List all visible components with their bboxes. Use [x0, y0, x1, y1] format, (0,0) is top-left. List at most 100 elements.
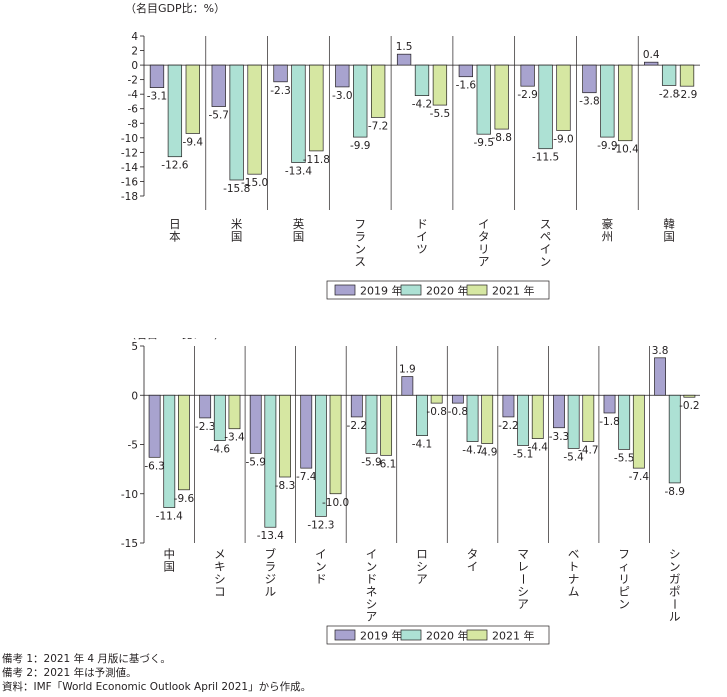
data-label: -0.8: [426, 406, 447, 418]
category-label: ア: [416, 572, 428, 586]
data-label: -3.0: [332, 90, 353, 102]
y-tick-label: -14: [121, 162, 138, 174]
bar: [476, 64, 491, 135]
category-label: ン: [366, 560, 378, 574]
legend: 2019 年 2020 年 2021 年: [326, 280, 550, 300]
bar: [432, 64, 448, 106]
legend-label: 2020 年: [426, 629, 469, 643]
data-label: -8.9: [664, 486, 685, 498]
data-label: -11.4: [156, 511, 183, 523]
bar: [451, 394, 464, 404]
legend-label: 2019 年: [360, 284, 403, 298]
category-label: 豪: [602, 217, 614, 231]
bar: [567, 394, 580, 449]
category-label: ツ: [416, 242, 428, 256]
data-label: -2.8: [659, 88, 680, 100]
bar: [481, 394, 494, 444]
category-label: ピ: [618, 585, 630, 599]
legend-box: [326, 625, 550, 645]
bar: [683, 394, 696, 398]
bar: [668, 394, 681, 484]
data-label: -4.2: [412, 99, 433, 111]
note-source: 資料：IMF「World Economic Outlook April 2021…: [2, 681, 312, 693]
category-label: ド: [315, 572, 327, 586]
y-tick-label: -2: [128, 75, 138, 87]
bar: [458, 64, 474, 78]
bar: [600, 64, 615, 138]
footnotes: 備考 1：2021 年 4 月版に基づく。 備考 2：2021 年は予測値。 資…: [2, 652, 311, 694]
bar: [531, 394, 544, 439]
data-label: -11.8: [303, 154, 330, 166]
category-label: 中: [164, 547, 176, 561]
bar: [199, 394, 212, 419]
data-label: -9.9: [597, 140, 618, 152]
category-label: 国: [164, 560, 176, 574]
bar: [365, 394, 378, 454]
category-label: イ: [366, 547, 378, 561]
note-2: 備考 2：2021 年は予測値。: [2, 667, 137, 679]
category-label: ア: [478, 255, 490, 269]
bar: [538, 64, 553, 150]
category-label: イ: [540, 242, 552, 256]
category-label: ネ: [366, 585, 378, 599]
data-label: -2.3: [195, 421, 216, 433]
bar: [309, 64, 324, 152]
category-label: ガ: [669, 572, 681, 586]
bar: [414, 64, 430, 96]
data-label: -5.1: [513, 448, 534, 460]
category-label: ア: [366, 610, 378, 624]
legend-box: [326, 280, 550, 300]
data-label: -9.4: [183, 136, 204, 148]
legend-swatch: [466, 629, 488, 641]
bar: [273, 64, 288, 83]
data-label: 0.4: [643, 49, 660, 61]
category-label: ラ: [265, 560, 277, 574]
category-label: レ: [517, 560, 529, 574]
category-label: 本: [169, 230, 181, 244]
data-label: -5.9: [245, 456, 266, 468]
category-label: ン: [315, 560, 327, 574]
bar: [167, 64, 183, 158]
data-label: -5.4: [563, 451, 584, 463]
category-label: ス: [354, 255, 366, 269]
y-tick-label: -15: [121, 538, 138, 550]
data-label: -1.8: [599, 416, 620, 428]
y-tick-label: -18: [121, 191, 138, 203]
bar: [654, 357, 666, 396]
category-label: シ: [517, 585, 529, 599]
bar: [291, 64, 306, 163]
category-label: メ: [214, 547, 226, 561]
category-label: イ: [478, 217, 490, 231]
data-label: -3.8: [579, 96, 600, 108]
bar: [396, 53, 412, 66]
category-label: ン: [669, 560, 681, 574]
data-label: -4.4: [527, 442, 548, 454]
bar: [416, 394, 428, 436]
bar: [350, 394, 363, 418]
legend-label: 2021 年: [492, 284, 535, 298]
category-label: イ: [416, 230, 428, 244]
data-label: -4.7: [462, 445, 483, 457]
category-label: 州: [602, 230, 614, 244]
category-label: ベ: [568, 547, 580, 561]
data-label: -9.9: [350, 140, 371, 152]
category-label: タ: [478, 230, 490, 244]
category-label: ペ: [540, 230, 552, 244]
bar: [300, 394, 313, 469]
data-label: -2.3: [270, 85, 291, 97]
y-tick-label: -12: [121, 147, 138, 159]
bar: [618, 394, 631, 450]
category-label: ス: [540, 217, 552, 231]
bar: [229, 64, 244, 181]
y-tick-label: -10: [121, 489, 138, 501]
data-label: -5.5: [430, 108, 451, 120]
data-label: -4.6: [210, 444, 231, 456]
category-label: キ: [214, 560, 226, 574]
bar: [494, 64, 509, 130]
category-label: ブ: [265, 547, 277, 561]
y-tick-label: 5: [131, 341, 138, 353]
data-label: -7.4: [296, 471, 317, 483]
bar: [582, 394, 595, 442]
category-label: リ: [618, 572, 630, 586]
legend-label: 2020 年: [426, 284, 469, 298]
